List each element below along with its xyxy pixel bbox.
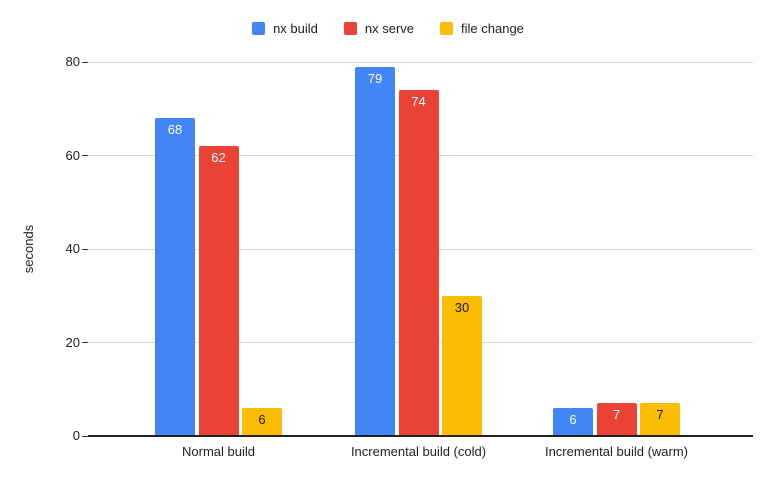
bar-value-label: 30 <box>454 299 470 315</box>
x-category-label: Incremental build (cold) <box>350 444 487 459</box>
bar-value-label: 7 <box>656 407 664 423</box>
y-tick-label: 80 <box>65 54 80 69</box>
legend-swatch-icon <box>440 22 454 35</box>
legend-item: nx build <box>252 21 318 36</box>
y-axis-tick <box>82 342 88 343</box>
y-axis-tick <box>82 248 88 250</box>
gridline <box>88 61 753 63</box>
bar-value-label: 62 <box>211 150 226 166</box>
legend-label: file change <box>461 21 524 36</box>
bar: 7 <box>640 403 680 436</box>
legend-swatch-icon <box>343 22 357 35</box>
y-tick-label: 40 <box>65 241 80 256</box>
bar-value-label: 6 <box>258 411 266 427</box>
bar-value-label: 79 <box>367 70 383 86</box>
y-axis-tick <box>82 155 88 156</box>
bar: 68 <box>155 118 195 436</box>
y-tick-label: 20 <box>65 334 80 350</box>
bar-value-label: 74 <box>411 94 426 110</box>
plot-area: 68 62 6 79 74 30 6 7 7 <box>82 61 753 437</box>
bar: 79 <box>355 66 395 436</box>
x-category-label: Incremental build (warm) <box>544 444 689 459</box>
bar-group: 79 74 30 <box>355 62 482 436</box>
bar: 6 <box>553 407 593 436</box>
legend-label: nx serve <box>364 21 415 36</box>
y-axis-title: seconds <box>21 224 36 274</box>
bar: 6 <box>242 407 282 436</box>
legend-item: file change <box>440 21 524 36</box>
y-axis-tick <box>82 435 88 437</box>
bar: 62 <box>198 146 239 436</box>
bar: 7 <box>596 403 637 436</box>
x-axis-line <box>88 435 753 437</box>
bar-value-label: 7 <box>612 407 621 423</box>
legend-label: nx build <box>273 21 318 36</box>
legend-item: nx serve <box>343 21 415 36</box>
bar-group: 68 62 6 <box>155 62 282 436</box>
y-tick-label: 60 <box>65 147 80 163</box>
legend-swatch-icon <box>252 22 266 35</box>
y-axis-tick <box>82 61 88 63</box>
legend: nx build nx serve file change <box>0 21 776 36</box>
bar-value-label: 6 <box>569 411 577 427</box>
x-category-label: Normal build <box>182 444 255 459</box>
bar: 74 <box>398 90 439 436</box>
bar-value-label: 68 <box>167 122 183 138</box>
y-tick-label: 0 <box>72 428 80 443</box>
bar: 30 <box>442 295 482 436</box>
bar-group: 6 7 7 <box>553 62 680 436</box>
